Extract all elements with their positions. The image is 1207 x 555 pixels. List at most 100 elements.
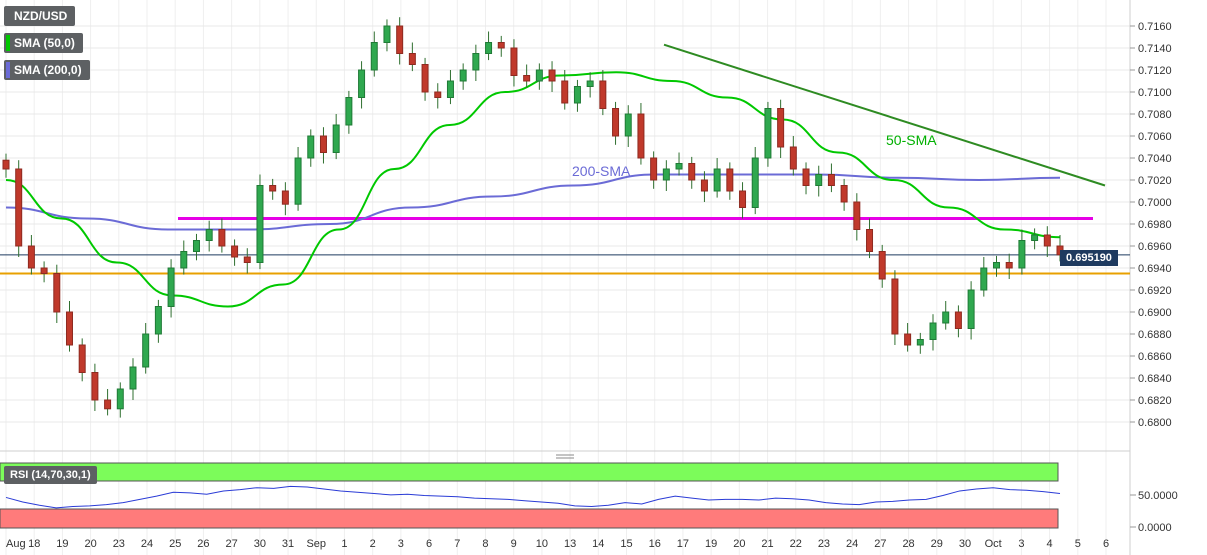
candle-body-down: [891, 278, 899, 335]
candle: [27, 235, 35, 275]
candle-body-up: [929, 322, 937, 340]
y-tick-label: 0.6820: [1138, 395, 1172, 407]
candle-body-down: [421, 64, 429, 93]
candle-body-up: [662, 168, 670, 181]
candle: [891, 270, 899, 345]
sma-200-label: SMA (200,0): [14, 63, 82, 77]
y-tick-label: 0.7040: [1138, 153, 1172, 165]
candle-body-down: [497, 42, 505, 49]
x-tick-label: Oct: [985, 538, 1002, 550]
candle: [586, 72, 594, 98]
candlesticks: [2, 17, 1064, 418]
candle: [561, 70, 569, 110]
candle: [700, 171, 708, 202]
legend-pair[interactable]: NZD/USD: [4, 6, 76, 26]
candle-body-down: [840, 185, 848, 203]
x-tick-label: 20: [84, 538, 96, 550]
candle-body-down: [243, 256, 251, 263]
y-tick-label: 0.6840: [1138, 373, 1172, 385]
x-tick-label: 3: [398, 538, 404, 550]
rsi-tick-label-0: 0.0000: [1138, 522, 1172, 534]
y-tick-label: 0.6800: [1138, 417, 1172, 429]
candle: [167, 259, 175, 318]
candle: [1043, 226, 1051, 257]
candle: [713, 158, 721, 198]
candle-body-down: [78, 344, 86, 373]
pair-label: NZD/USD: [14, 9, 68, 23]
candle-body-down: [777, 108, 785, 148]
candle: [980, 257, 988, 297]
candle: [904, 323, 912, 352]
x-tick-label: 1: [341, 538, 347, 550]
candle: [777, 99, 785, 158]
candle: [218, 218, 226, 253]
sma-200-line: [5, 173, 1061, 231]
candle: [307, 129, 315, 167]
y-tick-label: 0.7000: [1138, 197, 1172, 209]
candle: [662, 160, 670, 191]
rsi-legend[interactable]: RSI (14,70,30,1): [4, 466, 97, 484]
x-tick-label: 15: [620, 538, 632, 550]
candle: [916, 332, 924, 354]
candle: [866, 218, 874, 259]
candle: [154, 299, 162, 343]
candle: [15, 160, 23, 257]
candle-body-down: [231, 245, 239, 258]
x-tick-label: 14: [592, 538, 604, 550]
y-tick-label: 0.6900: [1138, 307, 1172, 319]
candle-body-down: [904, 333, 912, 346]
candle-body-down: [281, 190, 289, 205]
legend-sma-200[interactable]: SMA (200,0): [4, 60, 90, 80]
candle: [612, 101, 620, 145]
vertical-gridlines: [5, 0, 1107, 555]
candle-body-up: [294, 157, 302, 205]
candle-body-down: [2, 159, 10, 170]
candle-body-up: [815, 174, 823, 186]
y-tick-label: 0.7080: [1138, 109, 1172, 121]
x-tick-label: 27: [226, 538, 238, 550]
x-tick-label: 8: [482, 538, 488, 550]
candle: [789, 136, 797, 176]
candle: [78, 338, 86, 382]
candle: [1031, 228, 1039, 250]
candle-body-up: [472, 53, 480, 71]
candle-body-up: [116, 388, 124, 410]
candle: [523, 64, 531, 88]
candle: [231, 239, 239, 266]
candle-body-up: [345, 97, 353, 126]
candle-body-down: [269, 185, 277, 192]
candle-body-up: [573, 86, 581, 104]
candle-body-up: [675, 163, 683, 170]
candle: [827, 163, 835, 193]
candle-body-down: [599, 80, 607, 109]
x-tick-label: 24: [846, 538, 858, 550]
x-tick-label: 31: [282, 538, 294, 550]
candle: [942, 301, 950, 330]
x-tick-label: 9: [511, 538, 517, 550]
candle: [256, 174, 264, 270]
candle: [180, 240, 188, 275]
price-panel: [0, 0, 1130, 451]
x-tick-label: 2: [370, 538, 376, 550]
candle: [370, 31, 378, 77]
candle-body-up: [764, 108, 772, 159]
candle: [116, 382, 124, 418]
x-tick-label: 17: [677, 538, 689, 550]
candle: [65, 301, 73, 352]
candle: [40, 261, 48, 283]
candle: [929, 314, 937, 351]
rsi-overbought-zone: [0, 462, 1059, 482]
candle: [472, 44, 480, 81]
x-tick-label: 29: [931, 538, 943, 550]
legend-sma-50[interactable]: SMA (50,0): [4, 33, 83, 53]
candle: [751, 147, 759, 215]
candle: [269, 178, 277, 200]
candle-body-down: [523, 75, 531, 82]
candle: [573, 79, 581, 112]
candle: [192, 233, 200, 261]
candle: [497, 35, 505, 57]
candle-body-up: [167, 267, 175, 307]
candle-body-up: [446, 80, 454, 98]
panel-resize-handle[interactable]: [556, 454, 574, 459]
candle-body-up: [942, 311, 950, 324]
